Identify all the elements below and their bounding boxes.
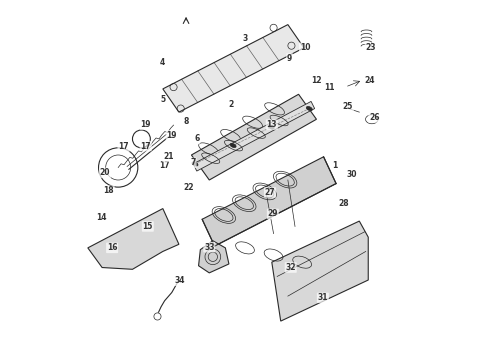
Text: 12: 12 <box>311 76 322 85</box>
Text: 10: 10 <box>300 43 310 52</box>
Polygon shape <box>272 221 368 321</box>
Text: 34: 34 <box>175 276 185 285</box>
Text: 23: 23 <box>366 43 376 52</box>
Text: 3: 3 <box>243 35 247 44</box>
Text: 17: 17 <box>140 141 151 150</box>
Text: 6: 6 <box>194 134 199 143</box>
Text: 17: 17 <box>118 142 129 151</box>
Polygon shape <box>193 102 315 171</box>
Text: 27: 27 <box>265 188 275 197</box>
Text: 15: 15 <box>143 222 153 231</box>
Text: 17: 17 <box>159 161 170 170</box>
Polygon shape <box>198 241 229 273</box>
Text: 29: 29 <box>268 210 278 219</box>
Text: 7: 7 <box>191 158 196 167</box>
Text: 28: 28 <box>338 199 348 208</box>
Text: 19: 19 <box>141 120 151 129</box>
Ellipse shape <box>230 143 236 148</box>
Polygon shape <box>202 157 336 246</box>
Ellipse shape <box>268 125 274 129</box>
Ellipse shape <box>306 107 312 111</box>
Polygon shape <box>192 94 317 180</box>
Text: 14: 14 <box>96 213 107 222</box>
Text: 5: 5 <box>160 95 166 104</box>
Text: 33: 33 <box>204 243 215 252</box>
Text: 22: 22 <box>183 183 194 192</box>
Text: 32: 32 <box>286 263 296 272</box>
Ellipse shape <box>192 162 198 166</box>
Text: 25: 25 <box>343 102 353 111</box>
Polygon shape <box>163 24 304 112</box>
Text: 24: 24 <box>365 76 375 85</box>
Polygon shape <box>88 208 179 269</box>
Text: 9: 9 <box>287 54 292 63</box>
Text: 20: 20 <box>100 168 110 177</box>
Text: 13: 13 <box>267 120 277 129</box>
Text: 26: 26 <box>369 113 380 122</box>
Text: 11: 11 <box>324 83 334 92</box>
Text: 1: 1 <box>332 161 337 170</box>
Text: 16: 16 <box>107 243 118 252</box>
Text: 18: 18 <box>103 186 114 195</box>
Text: 8: 8 <box>183 117 189 126</box>
Text: 30: 30 <box>347 170 357 179</box>
Text: 19: 19 <box>167 131 177 140</box>
Text: 21: 21 <box>163 152 173 161</box>
Text: 4: 4 <box>160 58 165 67</box>
Text: 31: 31 <box>318 293 328 302</box>
Text: 2: 2 <box>228 100 233 109</box>
